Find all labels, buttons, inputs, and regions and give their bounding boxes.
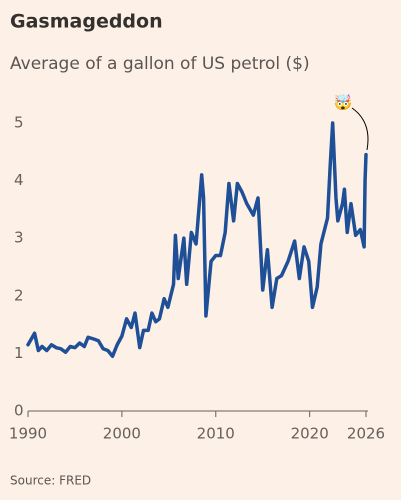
annotation-arrow <box>351 107 369 151</box>
x-tick-label: 2000 <box>103 425 141 443</box>
x-tick-label: 2020 <box>291 425 329 443</box>
annotation: 🤯 <box>334 94 353 112</box>
x-tick-label: 2010 <box>197 425 235 443</box>
y-tick-label: 3 <box>14 229 24 247</box>
y-tick-label: 5 <box>14 114 24 132</box>
source: Source: FRED <box>10 474 91 488</box>
x-tick-label: 2026 <box>347 425 385 443</box>
y-tick-label: 0 <box>14 402 24 420</box>
y-tick-label: 1 <box>14 344 24 362</box>
chart-title: Gasmageddon <box>10 11 163 33</box>
y-tick-label: 2 <box>14 286 24 304</box>
chart-subtitle: Average of a gallon of US petrol ($) <box>10 54 310 74</box>
price-line <box>26 121 368 359</box>
x-tick-label: 1990 <box>9 425 47 443</box>
y-tick-label: 4 <box>14 171 24 189</box>
